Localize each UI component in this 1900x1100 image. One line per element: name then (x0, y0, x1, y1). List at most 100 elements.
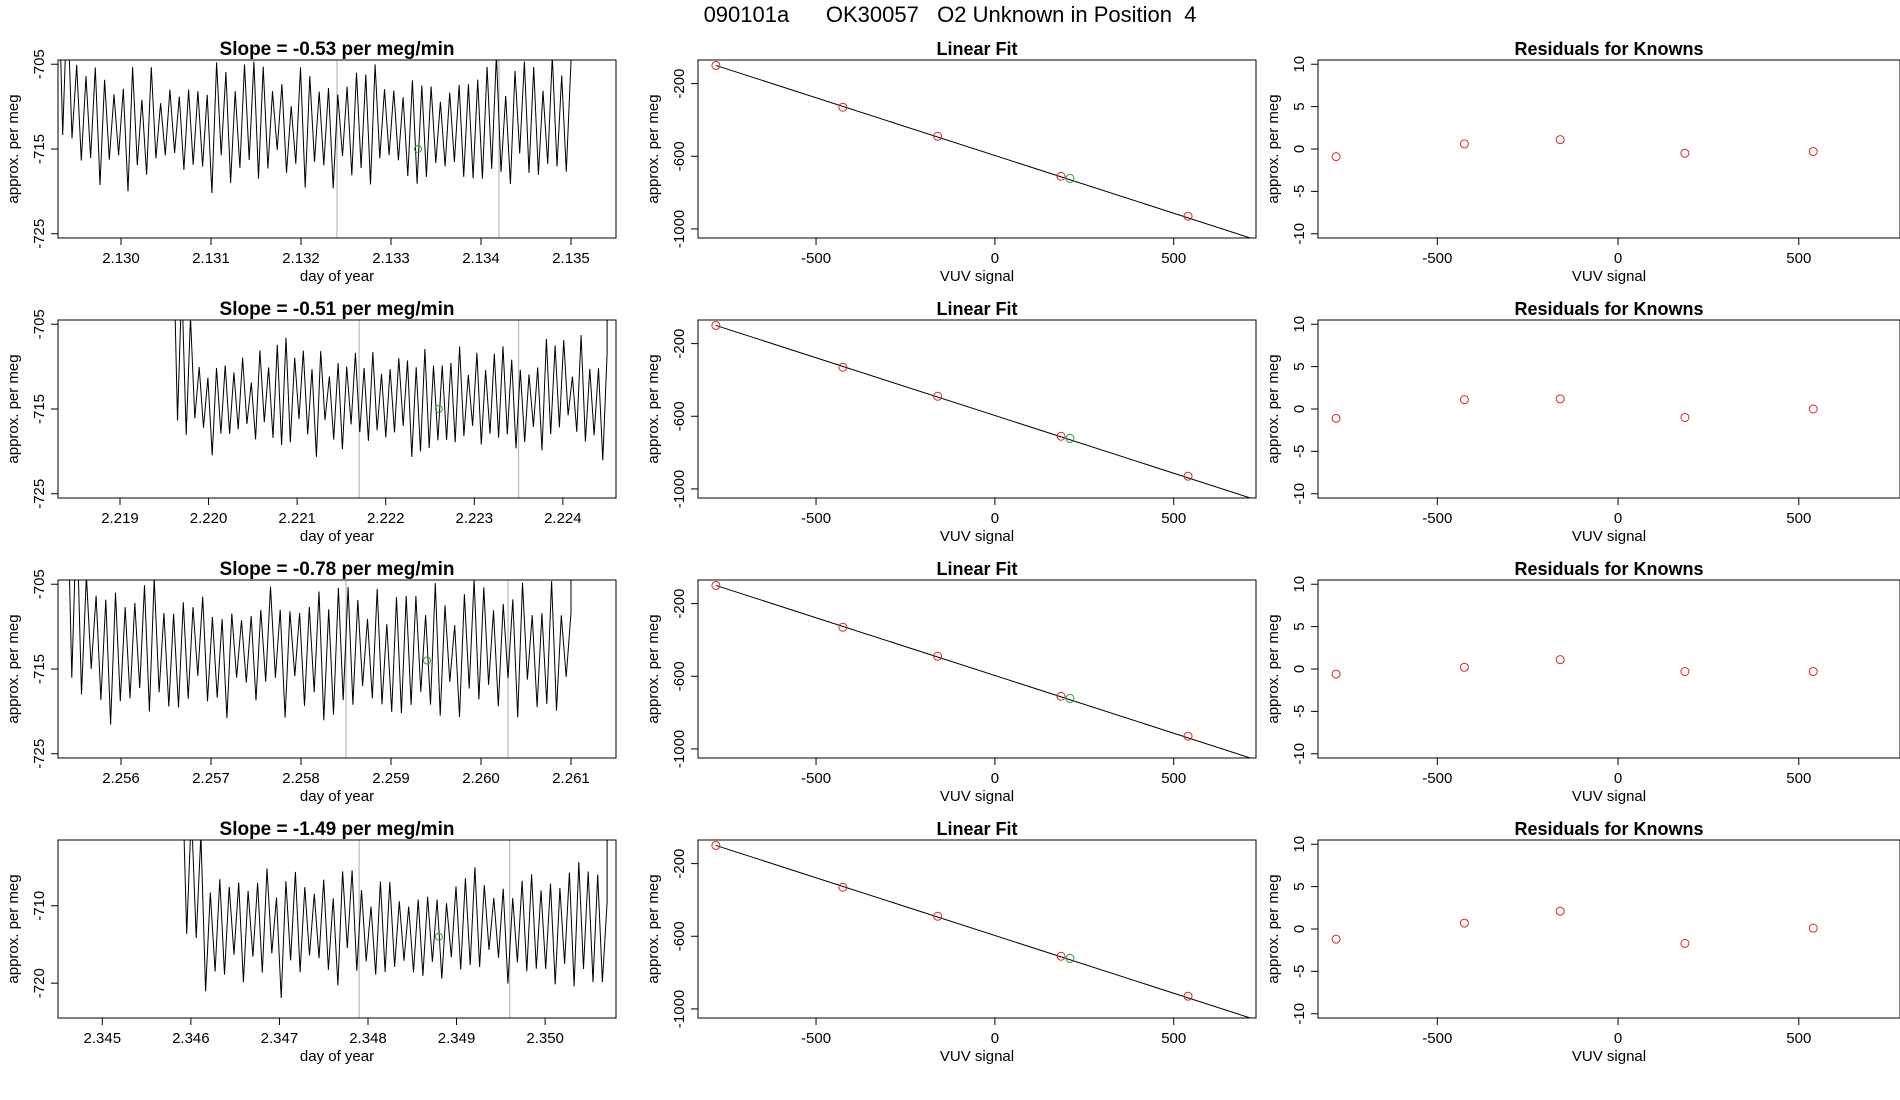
chart-title: Slope = -0.53 per meg/min (220, 39, 455, 60)
chart-panel-timeseries: Slope = -1.49 per meg/min 2.345 2.346 2.347… (5, 819, 617, 1065)
plot-frame (1317, 319, 1900, 499)
residual-point (1680, 667, 1690, 677)
known-point (933, 911, 943, 921)
x-tick-label: 500 (1786, 510, 1811, 527)
y-axis-label: approx. per meg (1265, 94, 1282, 203)
plot-area (1331, 655, 1818, 679)
y-axis-label: approx. per meg (645, 94, 662, 203)
chart-title: Residuals for Knowns (1514, 559, 1703, 579)
y-tick-label: -705 (31, 569, 48, 599)
residual-point (1459, 918, 1469, 928)
residual-point (1555, 906, 1565, 916)
x-tick-label: 2.224 (544, 510, 582, 527)
x-tick-label: 0 (991, 510, 999, 527)
x-tick-label: 0 (1614, 1030, 1622, 1047)
y-axis-label: approx. per meg (1265, 874, 1282, 983)
x-tick-label: 2.130 (102, 250, 140, 267)
chart-title: Residuals for Knowns (1514, 39, 1703, 59)
residual-point (1808, 147, 1818, 157)
unknown-point (1065, 953, 1075, 963)
x-tick-label: 2.132 (282, 250, 320, 267)
x-axis-label: VUV signal (940, 268, 1014, 285)
x-tick-label: -500 (801, 510, 831, 527)
residual-point (1680, 938, 1690, 948)
chart-panel-residuals: Residuals for Knowns -500 0 500 10 5 0 -5 -10 VUV… (1265, 299, 1900, 545)
x-tick-label: 0 (991, 1030, 999, 1047)
y-tick-label: 5 (1291, 622, 1308, 630)
data-series-line (174, 320, 608, 461)
x-tick-label: 500 (1161, 250, 1186, 267)
y-tick-label: -1000 (671, 990, 688, 1028)
plot-area (711, 580, 1253, 758)
known-point (933, 391, 943, 401)
x-axis-label: VUV signal (940, 788, 1014, 805)
plot-area (711, 840, 1253, 1018)
y-tick-label: -1000 (671, 730, 688, 768)
y-tick-label: 5 (1291, 362, 1308, 370)
x-tick-label: 500 (1786, 1030, 1811, 1047)
x-tick-label: 2.257 (192, 770, 230, 787)
x-tick-label: 2.261 (552, 770, 590, 787)
y-tick-label: 5 (1291, 882, 1308, 890)
residual-point (1331, 152, 1341, 162)
x-tick-label: 500 (1161, 510, 1186, 527)
y-tick-label: -720 (31, 968, 48, 998)
x-tick-label: 2.346 (172, 1030, 210, 1047)
x-axis-label: day of year (300, 268, 374, 285)
plot-frame (57, 319, 617, 499)
known-point (1056, 951, 1066, 961)
data-series-line (69, 580, 572, 725)
x-tick-label: 2.131 (192, 250, 230, 267)
y-tick-label: -715 (31, 394, 48, 424)
x-tick-label: 0 (1614, 510, 1622, 527)
y-tick-label: 0 (1291, 145, 1308, 153)
y-tick-label: -200 (671, 849, 688, 879)
x-axis-label: VUV signal (1572, 528, 1646, 545)
y-tick-label: -600 (671, 141, 688, 171)
y-tick-label: -200 (671, 329, 688, 359)
plot-area (60, 60, 572, 238)
x-tick-label: -500 (801, 770, 831, 787)
unknown-point (423, 656, 431, 665)
residual-point (1555, 135, 1565, 145)
fit-line (715, 844, 1253, 1018)
known-point (838, 882, 848, 892)
plot-frame (57, 579, 617, 759)
x-tick-label: -500 (1422, 770, 1452, 787)
x-axis-label: day of year (300, 1048, 374, 1065)
y-tick-label: 10 (1291, 316, 1308, 333)
x-tick-label: 500 (1161, 770, 1186, 787)
y-tick-label: 5 (1291, 102, 1308, 110)
unknown-point (1065, 173, 1075, 183)
y-tick-label: -1000 (671, 210, 688, 248)
x-axis-label: VUV signal (940, 1048, 1014, 1065)
y-tick-label: -715 (31, 134, 48, 164)
x-tick-label: 2.133 (372, 250, 410, 267)
y-tick-label: 10 (1291, 576, 1308, 593)
plot-area (1331, 394, 1818, 423)
plot-area (1331, 135, 1818, 162)
residual-point (1459, 395, 1469, 405)
known-point (1183, 211, 1193, 221)
residual-point (1555, 394, 1565, 404)
plot-frame (697, 839, 1257, 1019)
y-tick-label: -5 (1291, 705, 1308, 718)
unknown-point (434, 405, 443, 413)
y-tick-label: -5 (1291, 185, 1308, 198)
x-tick-label: 500 (1786, 250, 1811, 267)
y-tick-label: -705 (31, 309, 48, 339)
fit-line (715, 584, 1253, 758)
x-tick-label: 2.221 (278, 510, 316, 527)
unknown-point (1065, 433, 1075, 443)
x-tick-label: 2.259 (372, 770, 410, 787)
y-tick-label: -10 (1291, 1003, 1308, 1025)
data-series-line (60, 60, 572, 194)
plot-area (69, 580, 572, 758)
y-tick-label: -10 (1291, 743, 1308, 765)
y-tick-label: -705 (31, 49, 48, 79)
plot-area (711, 60, 1253, 238)
chart-panel-residuals: Residuals for Knowns -500 0 500 10 5 0 -5 -10 VUV… (1265, 559, 1900, 805)
known-point (1183, 471, 1193, 481)
y-tick-label: -725 (31, 479, 48, 509)
